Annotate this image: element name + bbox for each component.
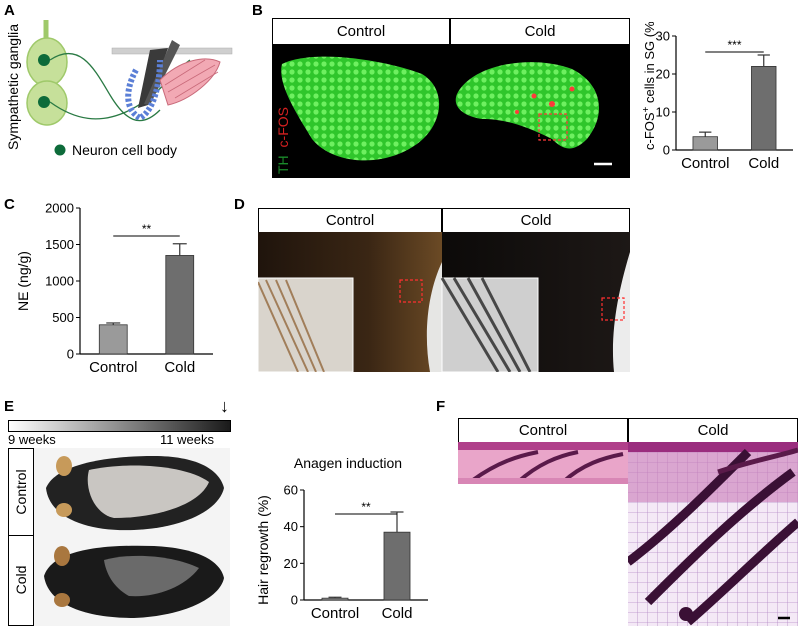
panel-d-header-cold: Cold <box>442 208 630 232</box>
b-chart-bar-0 <box>692 136 718 151</box>
cfos-highlight-box <box>538 113 568 141</box>
e-chart-significance-label: ** <box>361 500 371 514</box>
panel-a-diagram: Sympathetic ganglia Neuron cell body <box>5 20 233 158</box>
e-chart-ytick-label-1: 20 <box>284 556 298 571</box>
panel-e-bar-chart: 0 20 40 60 Control Cold ** Anagen induction Hair… <box>255 455 428 622</box>
row-label-box-control <box>8 448 34 536</box>
panel-f-letter: F <box>436 398 446 415</box>
e-chart-title: Anagen induction <box>294 455 402 471</box>
panel-d-header-control: Control <box>258 208 442 232</box>
panel-c-letter: C <box>4 196 15 213</box>
c-chart-bar-0 <box>98 324 128 355</box>
c-chart-ytick-label-4: 2000 <box>45 201 74 216</box>
panel-b-letter: B <box>252 2 263 19</box>
legend-neuron-dot <box>54 144 66 156</box>
panel-c-bar-chart: 0 500 1000 1500 2000 Control Cold ** NE (ng/g) <box>15 201 213 376</box>
b-chart-ylabel: c-FOS+ cells in SG (%) <box>641 22 657 150</box>
panel-b-bar-chart: 0 10 20 30 Control Cold *** c-FOS+ cells in SG … <box>641 22 793 172</box>
c-chart-ytick-label-0: 0 <box>67 347 74 362</box>
panel-e-letter: E <box>4 398 15 415</box>
row-label-control: Control <box>13 469 29 514</box>
timeline-start-label: 9 weeks <box>8 432 56 447</box>
c-chart-xtick-label-0: Control <box>89 359 137 376</box>
b-chart-significance-label: *** <box>727 38 741 52</box>
b-chart-ytick-label-3: 30 <box>656 29 670 44</box>
inset-box-cold <box>601 297 625 321</box>
panel-d-letter: D <box>234 196 245 213</box>
svg-text:TH c-FOS: TH c-FOS <box>275 107 291 174</box>
panel-a-letter: A <box>4 2 15 19</box>
panel-b-header-control: Control <box>272 18 450 44</box>
e-chart-ytick-label-3: 60 <box>284 483 298 498</box>
row-label-cold: Cold <box>13 566 29 595</box>
panel-b-header-cold: Cold <box>450 18 630 44</box>
panel-d-photographs <box>258 232 630 372</box>
timeline-arrow: ↓ <box>220 396 229 416</box>
c-chart-significance-label: ** <box>142 222 152 236</box>
c-chart-bar-1 <box>165 255 195 355</box>
row-label-box-cold <box>8 536 34 626</box>
inset-box-control <box>399 279 423 303</box>
timeline-end-label: 11 weeks <box>160 432 214 447</box>
panel-e-row-labels: Control Cold <box>13 469 29 595</box>
c-chart-ylabel: NE (ng/g) <box>15 251 31 311</box>
b-chart-ytick-label-0: 0 <box>663 143 670 158</box>
c-chart-ytick-label-3: 1500 <box>45 237 74 252</box>
b-chart-bar-1 <box>751 66 777 151</box>
panel-f-histology-cold <box>628 442 798 626</box>
panel-b-micrograph <box>272 44 630 178</box>
legend-neuron-label: Neuron cell body <box>72 142 177 158</box>
panel-b-stain-labels: TH c-FOS <box>275 107 291 174</box>
panel-f-header-cold: Cold <box>628 418 798 442</box>
c-chart-xtick-label-1: Cold <box>164 359 195 376</box>
panel-f-histology-control <box>458 442 628 484</box>
e-chart-xtick-label-0: Control <box>311 605 359 622</box>
timeline-gradient-bar <box>8 420 231 432</box>
e-chart-ytick-label-2: 40 <box>284 519 298 534</box>
e-chart-bar-1 <box>383 531 411 601</box>
e-chart-ylabel: Hair regrowth (%) <box>255 495 271 605</box>
c-chart-ytick-label-2: 1000 <box>45 274 74 289</box>
c-chart-ytick-label-1: 500 <box>52 310 74 325</box>
e-chart-ytick-label-0: 0 <box>291 593 298 608</box>
b-chart-xtick-label-0: Control <box>681 155 729 172</box>
neuron-cell-body-2 <box>38 96 50 108</box>
ganglion-tissue-cold <box>455 62 599 149</box>
ganglion-tissue-control <box>281 56 440 161</box>
stain-th-label: TH <box>275 155 291 174</box>
b-chart-ytick-label-2: 20 <box>656 67 670 82</box>
panel-e-mouse-photographs <box>34 448 230 626</box>
b-chart-ytick-label-1: 10 <box>656 105 670 120</box>
e-chart-bar-0 <box>321 597 349 601</box>
neuron-cell-body-1 <box>38 54 50 66</box>
stain-cfos-label: c-FOS <box>275 107 291 147</box>
b-chart-xtick-label-1: Cold <box>748 155 779 172</box>
ganglia-label: Sympathetic ganglia <box>5 24 21 150</box>
e-chart-xtick-label-1: Cold <box>382 605 413 622</box>
panel-f-header-control: Control <box>458 418 628 442</box>
